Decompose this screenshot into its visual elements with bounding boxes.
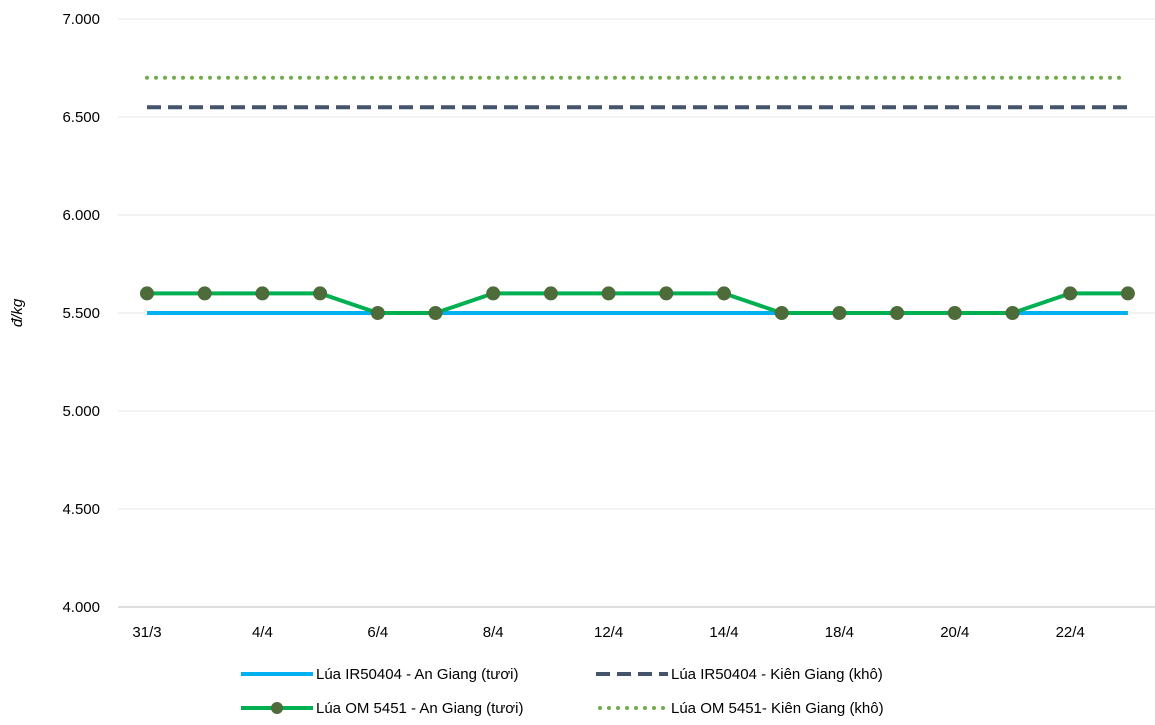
legend-label: Lúa IR50404 - An Giang (tươi) [316, 666, 519, 683]
data-point [1120, 286, 1135, 301]
y-tick-label: 7.000 [62, 11, 100, 28]
series-line [147, 291, 1128, 315]
y-tick-label: 5.000 [62, 403, 100, 420]
data-point [601, 286, 616, 301]
legend-label: Lúa OM 5451 - An Giang (tươi) [316, 700, 523, 717]
x-tick-label: 8/4 [483, 624, 504, 641]
data-point [1063, 286, 1078, 301]
legend-item: Lúa OM 5451 - An Giang (tươi) [241, 700, 523, 717]
data-point [428, 306, 443, 320]
data-point [197, 286, 212, 301]
legend-label: Lúa OM 5451- Kiên Giang (khô) [671, 700, 884, 717]
legend-item: Lúa OM 5451- Kiên Giang (khô) [598, 700, 884, 717]
x-tick-label: 12/4 [594, 624, 623, 641]
y-tick-label: 6.000 [62, 207, 100, 224]
x-tick-label: 22/4 [1056, 624, 1085, 641]
data-point [543, 286, 558, 301]
y-tick-label: 4.500 [62, 501, 100, 518]
data-point [717, 286, 731, 301]
y-axis: 4.000 4.500 5.000 5.500 6.000 6.500 7.000 [62, 11, 100, 616]
x-tick-label: 18/4 [825, 624, 854, 641]
data-point [1005, 306, 1020, 320]
data-point [832, 306, 847, 320]
data-point [947, 306, 962, 320]
data-point [486, 286, 501, 301]
legend-item: Lúa IR50404 - An Giang (tươi) [241, 666, 519, 683]
plot-area [140, 75, 1135, 320]
data-point [370, 306, 385, 320]
data-point [140, 286, 154, 301]
legend: Lúa IR50404 - An Giang (tươi) Lúa IR50404… [241, 666, 884, 717]
x-tick-label: 4/4 [252, 624, 273, 641]
y-tick-label: 6.500 [62, 109, 100, 126]
data-point [255, 286, 270, 301]
y-tick-label: 4.000 [62, 599, 100, 616]
x-tick-label: 20/4 [940, 624, 969, 641]
x-tick-label: 14/4 [709, 624, 738, 641]
x-tick-label: 31/3 [132, 624, 161, 641]
legend-label: Lúa IR50404 - Kiên Giang (khô) [671, 666, 883, 683]
data-point [890, 306, 905, 320]
x-axis: 31/3 4/4 6/4 8/4 12/4 14/4 18/4 20/4 22/4 [132, 624, 1084, 641]
legend-marker [271, 702, 283, 714]
legend-item: Lúa IR50404 - Kiên Giang (khô) [596, 666, 883, 683]
data-point [659, 286, 674, 301]
y-tick-label: 5.500 [62, 305, 100, 322]
data-point [313, 286, 328, 301]
data-point [774, 306, 789, 320]
x-tick-label: 6/4 [367, 624, 388, 641]
y-axis-label: đ/kg [9, 298, 26, 327]
